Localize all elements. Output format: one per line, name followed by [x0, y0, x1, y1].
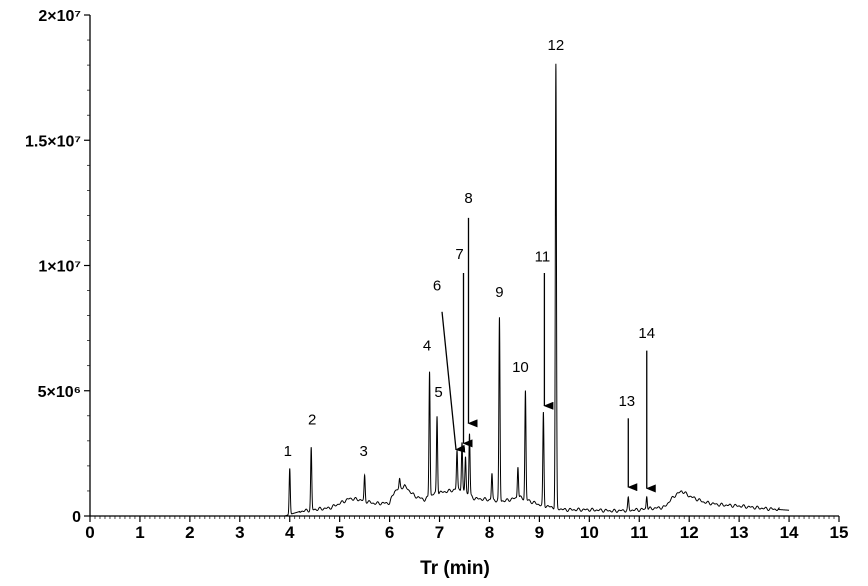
y-tick-label: 2×10⁷ — [38, 8, 81, 25]
axes: 0 1 2 3 4 5 6 7 8 9 10 11 12 13 14 1505×10⁶1×10⁷1.5×10⁷… — [25, 8, 848, 542]
peak-label-7: 7 — [455, 246, 463, 263]
x-tick-label: 4 — [285, 523, 295, 542]
x-tick-label: 2 — [185, 523, 194, 542]
peak-label-14: 14 — [638, 325, 655, 342]
peak-label-8: 8 — [464, 190, 472, 207]
x-tick-label: 1 — [135, 523, 144, 542]
annotation-arrows — [441, 217, 656, 493]
y-tick-label: 1×10⁷ — [38, 259, 81, 276]
peak-label-12: 12 — [548, 37, 565, 54]
x-tick-label: 12 — [680, 523, 699, 542]
peak-label-9: 9 — [495, 284, 503, 301]
x-tick-label: 15 — [830, 523, 849, 542]
annotation-arrow — [441, 311, 466, 453]
chromatogram-trace — [284, 63, 790, 517]
x-tick-label: 14 — [780, 523, 799, 542]
x-tick-label: 9 — [535, 523, 544, 542]
peak-label-3: 3 — [359, 443, 367, 460]
peak-label-10: 10 — [512, 359, 529, 376]
peak-label-5: 5 — [434, 384, 442, 401]
x-tick-label: 0 — [85, 523, 94, 542]
y-tick-label: 0 — [72, 509, 81, 526]
x-tick-label: 6 — [385, 523, 394, 542]
peak-label-1: 1 — [284, 443, 292, 460]
x-tick-label: 13 — [730, 523, 749, 542]
peak-label-6: 6 — [433, 278, 441, 295]
x-tick-label: 3 — [235, 523, 244, 542]
y-tick-label: 5×10⁶ — [38, 384, 81, 401]
chromatogram-line — [284, 63, 790, 517]
peak-label-4: 4 — [423, 338, 431, 355]
peak-label-2: 2 — [308, 412, 316, 429]
x-tick-label: 5 — [335, 523, 344, 542]
x-axis-label: Tr (min) — [420, 558, 490, 579]
x-tick-label: 7 — [435, 523, 444, 542]
peak-label-13: 13 — [618, 393, 635, 410]
y-tick-label: 1.5×10⁷ — [25, 133, 81, 150]
x-tick-label: 8 — [485, 523, 494, 542]
x-tick-label: 11 — [630, 523, 648, 542]
peak-label-11: 11 — [535, 249, 551, 266]
x-tick-label: 10 — [580, 523, 599, 542]
